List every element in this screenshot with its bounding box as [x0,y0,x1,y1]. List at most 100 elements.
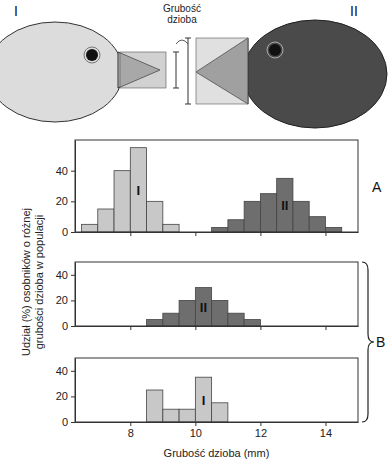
thickness-leader [176,40,188,44]
y-tick-mark [71,275,75,276]
y-tick: 0 [62,416,75,428]
y-tick-label: 40 [56,365,68,377]
bar [98,209,114,232]
bar [163,409,179,422]
y-axis: 0 20 40 [56,141,76,239]
thickness-label: Grubośćdzioba [163,3,201,25]
histogram-panel: I020408101214 [56,358,359,439]
bar [114,171,130,232]
y-tick-label: 20 [56,390,68,402]
thickness-bracket [185,38,191,104]
x-tick-mark [130,232,131,236]
x-tick [130,232,131,236]
bar [212,227,228,232]
beak-box-left [120,52,166,88]
y-tick-mark [71,326,75,327]
bar [130,148,146,232]
bar [82,224,98,232]
y-axis-title: Udział (%) osobników o różnejgrubości dz… [20,208,45,356]
y-tick-mark [71,171,75,172]
x-tick: 12 [255,422,267,439]
y-tick: 20 [56,195,75,207]
y-tick-label: 0 [62,226,68,238]
x-axis [76,232,359,236]
eye-right-ring [267,42,283,58]
y-axis: 0 20 40 [56,263,76,333]
head-label: I [14,3,18,19]
y-tick: 20 [56,294,75,306]
y-tick-label: 20 [56,195,68,207]
illustration: GrubośćdziobaIII [0,3,387,128]
bar [228,313,244,326]
head-label: II [350,3,358,19]
x-tick-mark [195,326,196,330]
figure: GrubośćdziobaIIIIII02040II02040I02040810… [0,0,389,465]
bar [212,300,228,326]
x-tick: 10 [190,422,202,439]
panel-label: A [372,179,382,195]
y-tick: 40 [56,365,75,377]
bar [277,178,293,232]
x-tick [195,326,196,330]
x-axis-line [76,326,359,327]
x-tick-label: 14 [320,427,332,439]
series-label: II [281,198,288,213]
y-tick-mark [71,201,75,202]
y-tick-label: 0 [62,320,68,332]
bar [244,201,260,232]
bars [147,377,228,422]
y-axis-line [75,263,76,327]
y-tick: 0 [62,226,75,238]
bar [244,320,260,326]
plot-frame [75,358,358,422]
x-tick-label: 12 [255,427,267,439]
x-tick [325,232,326,236]
histogram-panel: II02040 [56,262,359,332]
bars [82,148,342,232]
beak-box-right [196,38,248,104]
panel-bracket [362,262,374,422]
bar [309,217,325,232]
y-axis-line [75,359,76,423]
bar [147,390,163,422]
bar [179,409,195,422]
bar [325,227,341,232]
y-tick-label: 40 [56,165,68,177]
eye-left [86,49,98,61]
bar [212,403,228,422]
x-tick-label: 8 [128,427,134,439]
x-tick-mark [195,232,196,236]
y-axis-line [75,141,76,233]
x-tick: 14 [320,422,332,439]
x-axis-title: Grubość dzioba (mm) [164,447,270,459]
y-tick-mark [71,371,75,372]
x-tick-mark [260,232,261,236]
x-tick-mark [260,326,261,330]
x-tick-mark [195,422,196,426]
y-tick-label: 40 [56,269,68,281]
y-tick-mark [71,232,75,233]
bar [147,320,163,326]
histogram-panel: III02040 [56,140,359,238]
head-left [0,22,123,122]
bar [293,201,309,232]
head-right [243,20,387,128]
bar [195,377,211,422]
x-tick [195,232,196,236]
x-tick-mark [130,422,131,426]
y-tick-label: 0 [62,416,68,428]
x-tick-label: 10 [190,427,202,439]
y-axis: 0 20 40 [56,359,76,429]
x-axis-line [76,422,359,423]
beak-right [196,38,248,104]
eye-left-ring [84,47,100,63]
plot-frame [75,140,358,232]
y-tick: 40 [56,269,75,281]
x-tick [260,326,261,330]
x-tick-mark [325,326,326,330]
x-tick [260,232,261,236]
eye-right [269,44,281,56]
y-tick: 40 [56,165,75,177]
y-tick: 0 [62,320,75,332]
y-tick-label: 20 [56,294,68,306]
